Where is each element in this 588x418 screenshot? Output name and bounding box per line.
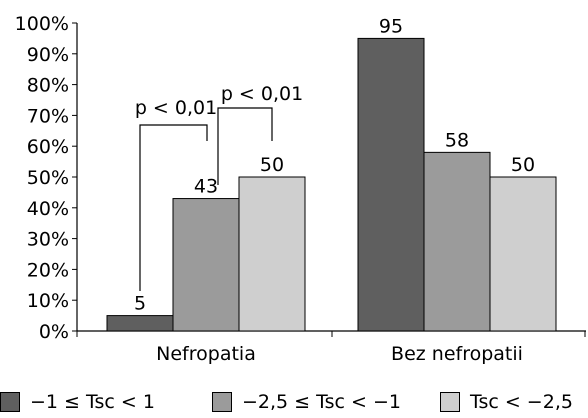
bar — [238, 176, 306, 332]
data-label: 50 — [260, 154, 284, 176]
y-tick-label: 70% — [27, 105, 69, 127]
y-tick-label: 100% — [15, 13, 69, 35]
legend-swatch-series-2 — [212, 392, 232, 412]
legend-label-series-2: −2,5 ≤ Tsc < −1 — [242, 391, 401, 413]
data-label: 5 — [134, 293, 146, 315]
y-tick-label: 0% — [39, 321, 69, 343]
bar-chart: 0% 10% 20% 30% 40% 50% 60% 70% 80% 90% 100% Nefropa… — [15, 13, 586, 365]
significance-label: p < 0,01 — [221, 83, 303, 105]
bar — [106, 315, 174, 332]
y-tick-label: 30% — [27, 229, 69, 251]
data-label: 58 — [445, 129, 469, 151]
legend: −1 ≤ Tsc < 1 −2,5 ≤ Tsc < −1 Tsc < −2,5 — [0, 391, 588, 415]
bar — [172, 198, 240, 332]
legend-swatch-series-1 — [0, 392, 20, 412]
y-tick-label: 90% — [27, 44, 69, 66]
x-category-label: Nefropatia — [156, 343, 256, 365]
bar — [357, 37, 425, 332]
significance-label: p < 0,01 — [135, 97, 217, 119]
data-label: 43 — [194, 176, 218, 198]
legend-item-series-3: Tsc < −2,5 — [440, 391, 573, 413]
data-label: 50 — [511, 154, 535, 176]
legend-item-series-1: −1 ≤ Tsc < 1 — [0, 391, 155, 413]
y-tick-label: 40% — [27, 198, 69, 220]
legend-swatch-series-3 — [440, 392, 460, 412]
significance-bracket — [217, 107, 273, 185]
legend-label-series-3: Tsc < −2,5 — [470, 391, 573, 413]
data-label: 95 — [379, 15, 403, 37]
x-category-label: Bez nefropatii — [391, 343, 523, 365]
bar — [489, 176, 557, 332]
legend-label-series-1: −1 ≤ Tsc < 1 — [30, 391, 155, 413]
significance-bracket — [139, 124, 208, 291]
legend-item-series-2: −2,5 ≤ Tsc < −1 — [212, 391, 401, 413]
y-tick-label: 20% — [27, 259, 69, 281]
y-tick-label: 10% — [27, 290, 69, 312]
y-tick-label: 50% — [27, 167, 69, 189]
bar — [423, 151, 491, 332]
y-tick-label: 60% — [27, 136, 69, 158]
y-tick-label: 80% — [27, 75, 69, 97]
